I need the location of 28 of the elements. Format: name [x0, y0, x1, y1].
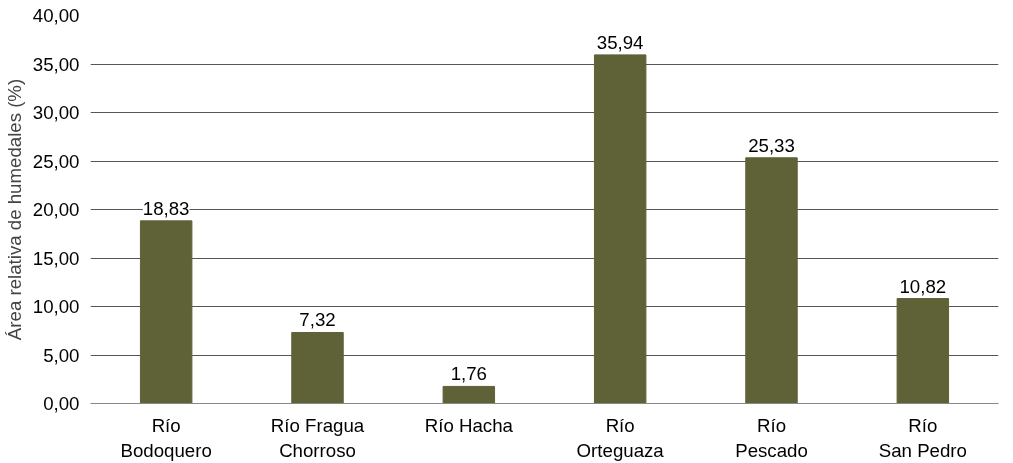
y-tick-label: 25,00 — [32, 150, 80, 172]
y-tick-label: 20,00 — [32, 199, 80, 220]
data-label: 25,33 — [748, 134, 795, 156]
data-label: 7,32 — [299, 309, 336, 331]
y-tick-label: 10,00 — [32, 296, 80, 317]
data-label: 1,76 — [450, 363, 487, 385]
x-tick-label: Río Fragua Chorroso — [270, 414, 365, 461]
bar — [745, 157, 798, 404]
y-tick-label: 15,00 — [32, 247, 80, 269]
data-label: 35,94 — [596, 31, 644, 53]
data-label: 18,83 — [142, 197, 190, 219]
x-tick-label: Río Hacha — [424, 414, 514, 436]
y-tick-label: 5,00 — [43, 344, 80, 366]
y-tick-label: 35,00 — [32, 53, 80, 75]
y-tick-label: 30,00 — [32, 102, 80, 123]
y-axis-title: Área relativa de humedales (%) — [3, 78, 25, 341]
y-tick-label: 0,00 — [43, 393, 80, 414]
data-label: 10,82 — [899, 275, 947, 297]
bar — [442, 385, 496, 404]
x-tick-label: Río San Pedro — [878, 414, 967, 461]
x-tick-label: Río Pescado — [735, 414, 808, 461]
bar — [291, 332, 344, 404]
bar — [139, 220, 193, 404]
y-tick-label: 40,00 — [32, 5, 80, 26]
bar — [896, 298, 950, 404]
x-tick-label: Río Bodoquero — [120, 414, 212, 461]
x-tick-label: Río Orteguaza — [576, 414, 665, 461]
bar — [593, 54, 647, 404]
